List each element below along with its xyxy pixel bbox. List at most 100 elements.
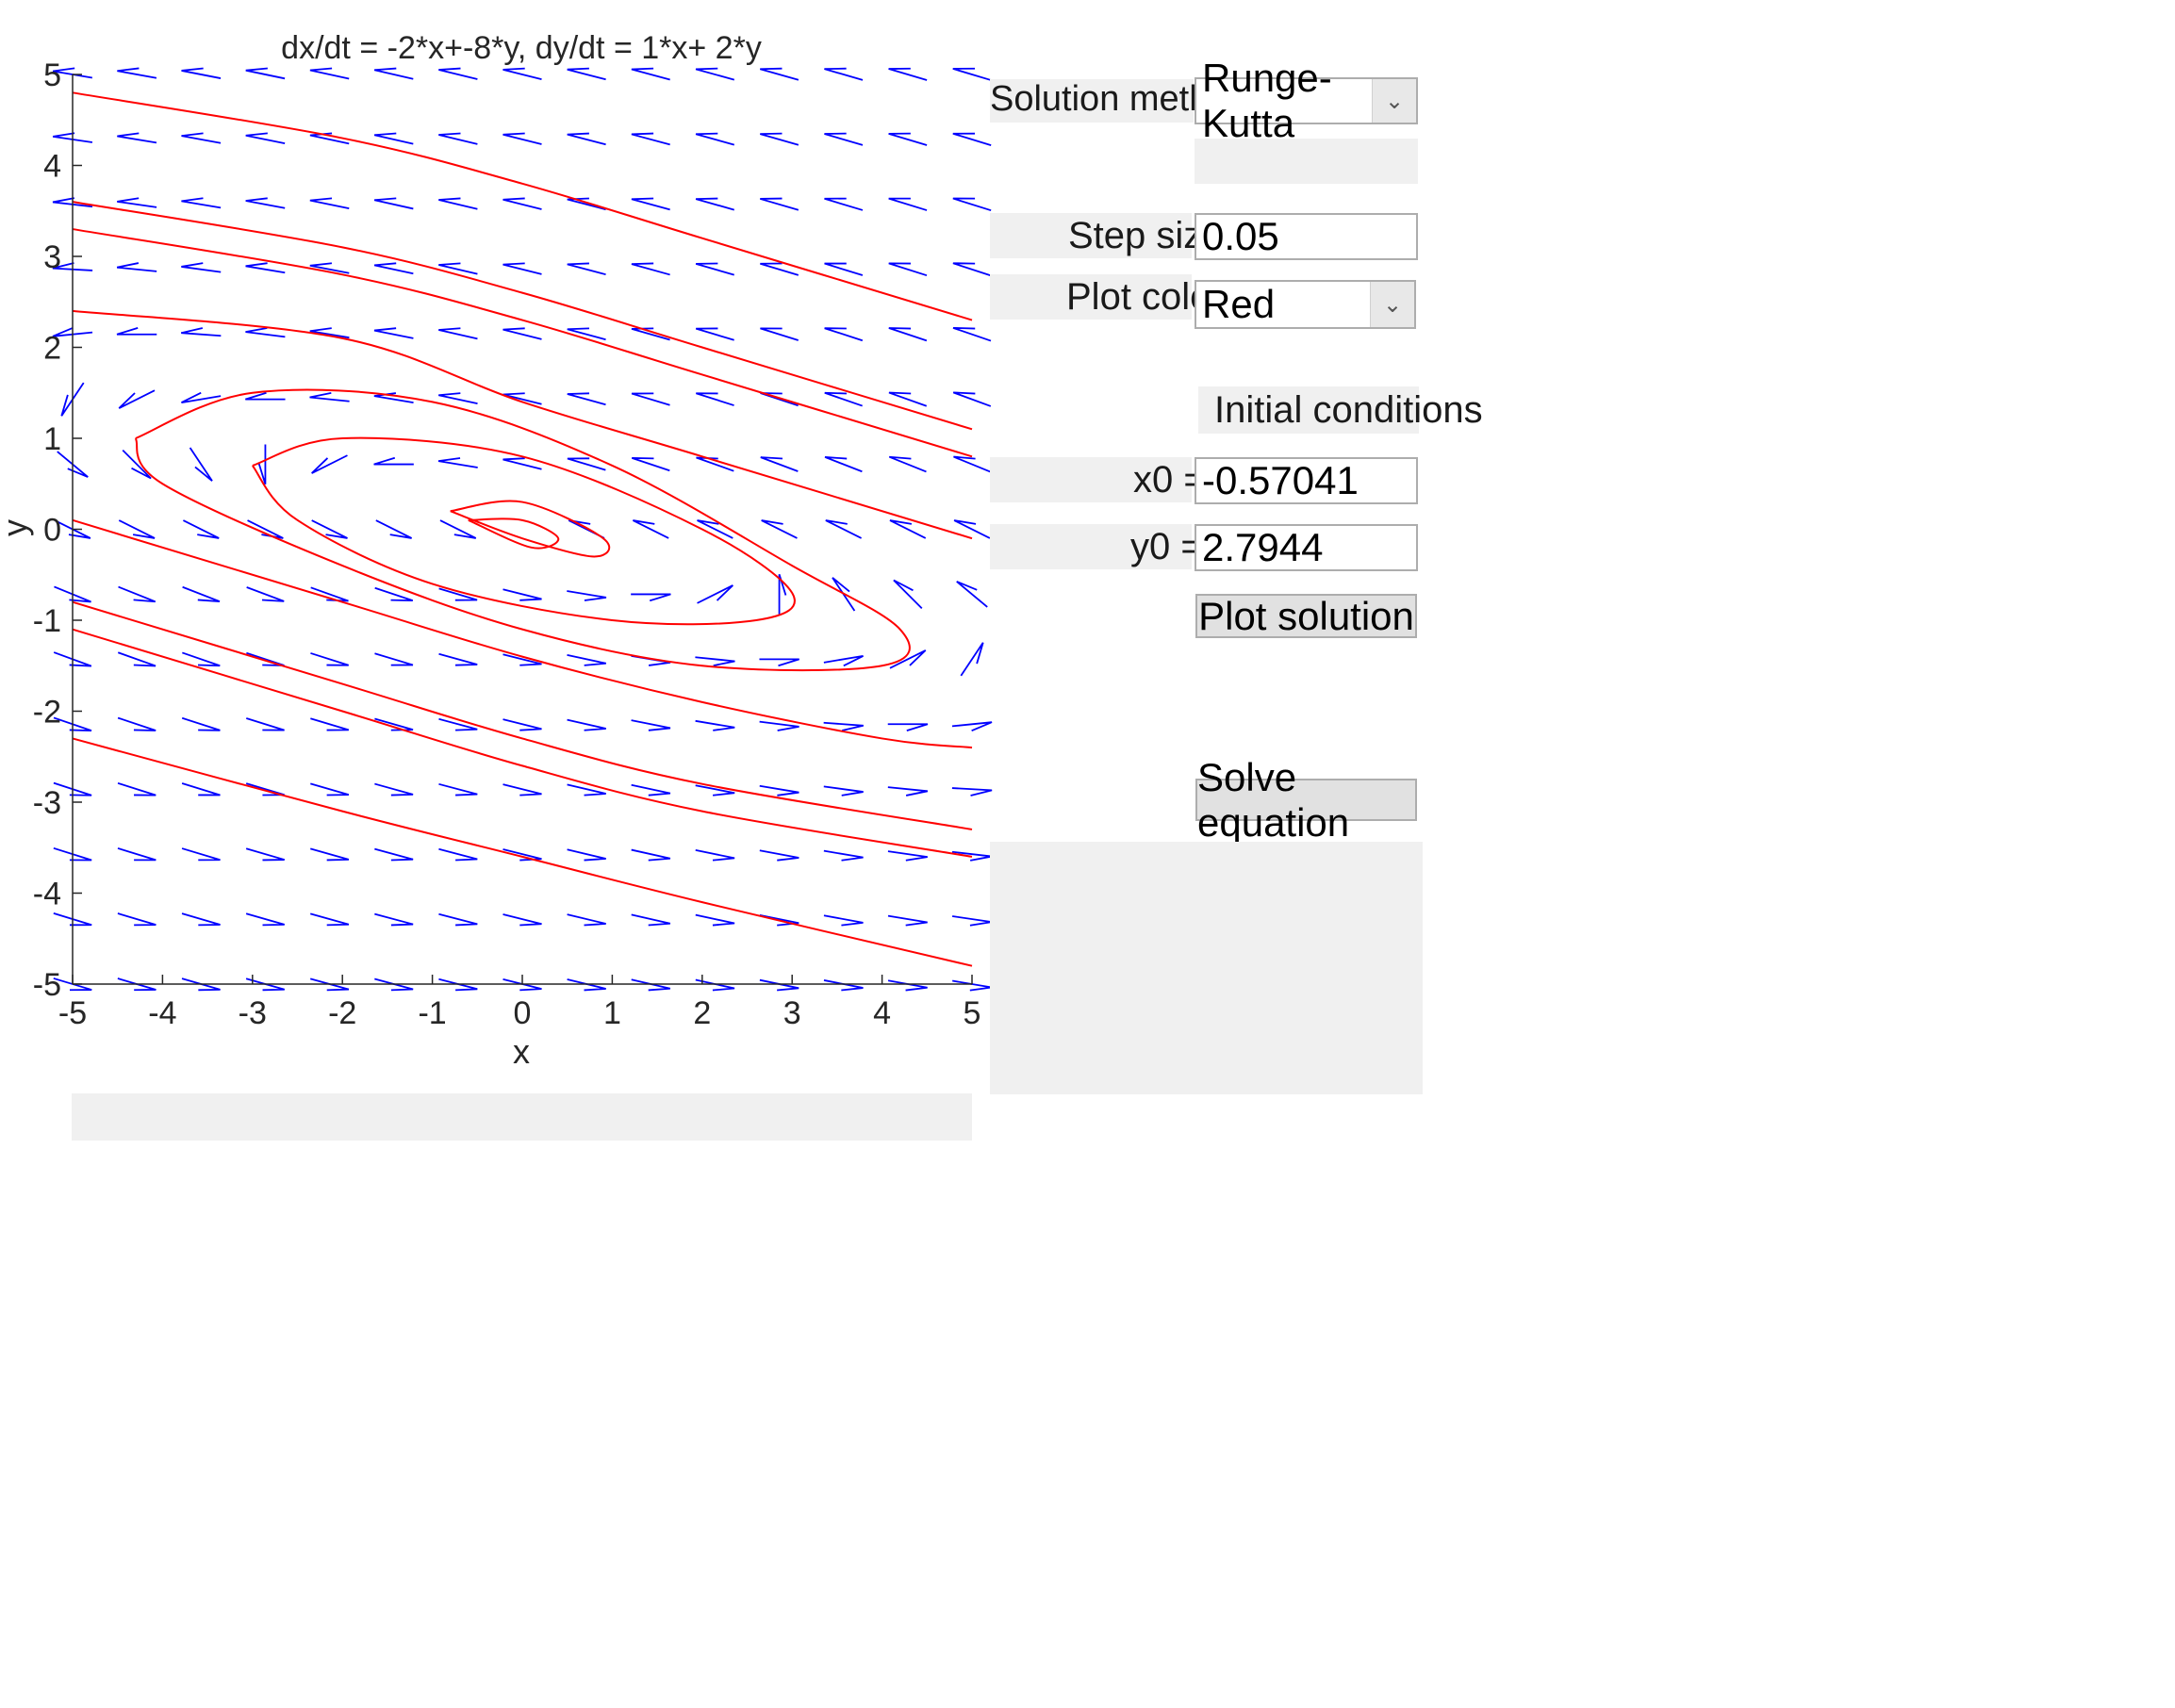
vector-arrow [759,67,799,81]
method-info-panel [1195,139,1418,184]
vector-arrow [181,67,222,79]
vector-arrow [257,444,267,484]
vector-arrow [181,197,222,209]
chart-title: dx/dt = -2*x+-8*y, dy/dt = 1*x+ 2*y [281,30,762,66]
vector-arrow [310,652,349,666]
vector-arrow [631,848,671,862]
vector-arrow [181,327,222,337]
vector-arrow [309,327,350,339]
y-tick-label: 2 [43,331,61,367]
solution-trajectory [72,91,973,321]
vector-field [52,67,993,992]
vector-arrow [374,782,414,797]
vector-arrow [247,519,284,539]
vector-arrow [53,716,92,732]
vector-arrow [53,651,92,667]
vector-arrow [374,977,414,992]
y-tick-label: -2 [33,695,61,731]
x-ticks: -5 -4 -3 -2 -1 0 1 2 3 4 5 [58,975,980,1031]
x-tick-label: 2 [693,995,711,1031]
vector-arrow [438,392,478,404]
vector-arrow [503,653,542,666]
vector-arrow [951,915,993,927]
solution-trajectory [252,436,796,626]
vector-arrow [181,391,222,404]
vector-arrow [438,977,478,992]
vector-arrow [309,262,350,274]
plot-solution-button[interactable]: Plot solution [1195,594,1417,638]
vector-arrow [695,197,735,211]
vector-arrow [118,389,156,409]
vector-arrow [889,519,927,539]
vector-arrow [309,912,350,927]
step-size-input[interactable]: 0.05 [1195,213,1418,260]
vector-arrow [117,977,157,992]
vector-arrow [374,717,414,731]
vector-arrow [952,132,992,146]
vector-arrow [309,67,350,80]
vector-arrow [567,327,606,341]
vector-arrow [245,327,286,338]
vector-arrow [53,67,92,79]
x0-input[interactable]: -0.57041 [1195,457,1418,504]
solution-method-label-bg [990,79,1194,123]
vector-arrow [759,978,799,992]
vector-arrow [952,326,992,342]
vector-arrow [245,717,285,731]
vector-arrow [567,262,606,276]
vector-arrow [696,392,734,406]
vector-arrow [760,262,799,276]
vector-arrow [117,847,157,862]
x-axis-label: x [513,1032,530,1071]
phase-plot: -5 -4 -3 -2 -1 0 1 2 3 4 5 -5 -4 -3 -2 -1 0 1 2 3 4 5 dx/dt … [0,30,993,1071]
vector-arrow [309,977,350,992]
vector-arrow [182,651,221,667]
vector-arrow [760,456,799,472]
vector-arrow [567,590,607,601]
vector-arrow [567,978,606,992]
vector-arrow [631,132,670,146]
vector-arrow [824,327,864,342]
vector-arrow [956,581,988,608]
vector-arrow [695,67,735,81]
y0-input[interactable]: 2.7944 [1195,524,1418,571]
vector-arrow [760,197,799,211]
vector-arrow [181,782,221,797]
vector-arrow [246,586,285,602]
x-tick-label: -4 [148,995,176,1031]
vector-arrow [888,197,928,211]
solution-trajectory [72,737,973,967]
vector-arrow [631,67,670,81]
vector-arrow [953,455,991,473]
vector-arrow [438,847,478,862]
y-axis-label: y [0,519,34,536]
vector-arrow [759,784,799,797]
vector-arrow [116,326,157,336]
vector-arrow [52,326,93,337]
chevron-down-icon: ⌄ [1372,79,1416,123]
vector-arrow [951,721,993,732]
vector-arrow [567,132,606,146]
vector-arrow [823,721,864,731]
y-tick-label: -3 [33,785,61,821]
vector-arrow [759,720,799,731]
vector-arrow [117,781,157,797]
step-size-label-bg [990,213,1192,258]
vector-arrow [952,197,992,212]
solution-method-select[interactable]: Runge-Kutta ⌄ [1195,56,1418,145]
vector-arrow [309,392,350,402]
vector-arrow [823,979,864,992]
vector-arrow [503,262,542,275]
solve-equation-button[interactable]: Solve equation [1195,755,1417,845]
vector-arrow [181,716,221,731]
vector-arrow [311,519,348,539]
solution-trajectory [468,517,560,550]
plot-color-select[interactable]: Red ⌄ [1195,280,1416,329]
vector-arrow [832,577,856,612]
vector-arrow [437,457,478,468]
vector-arrow [310,782,350,797]
vector-arrow [245,197,286,209]
vector-arrow [54,519,91,539]
vector-arrow [888,132,928,146]
vector-arrow [503,848,542,862]
